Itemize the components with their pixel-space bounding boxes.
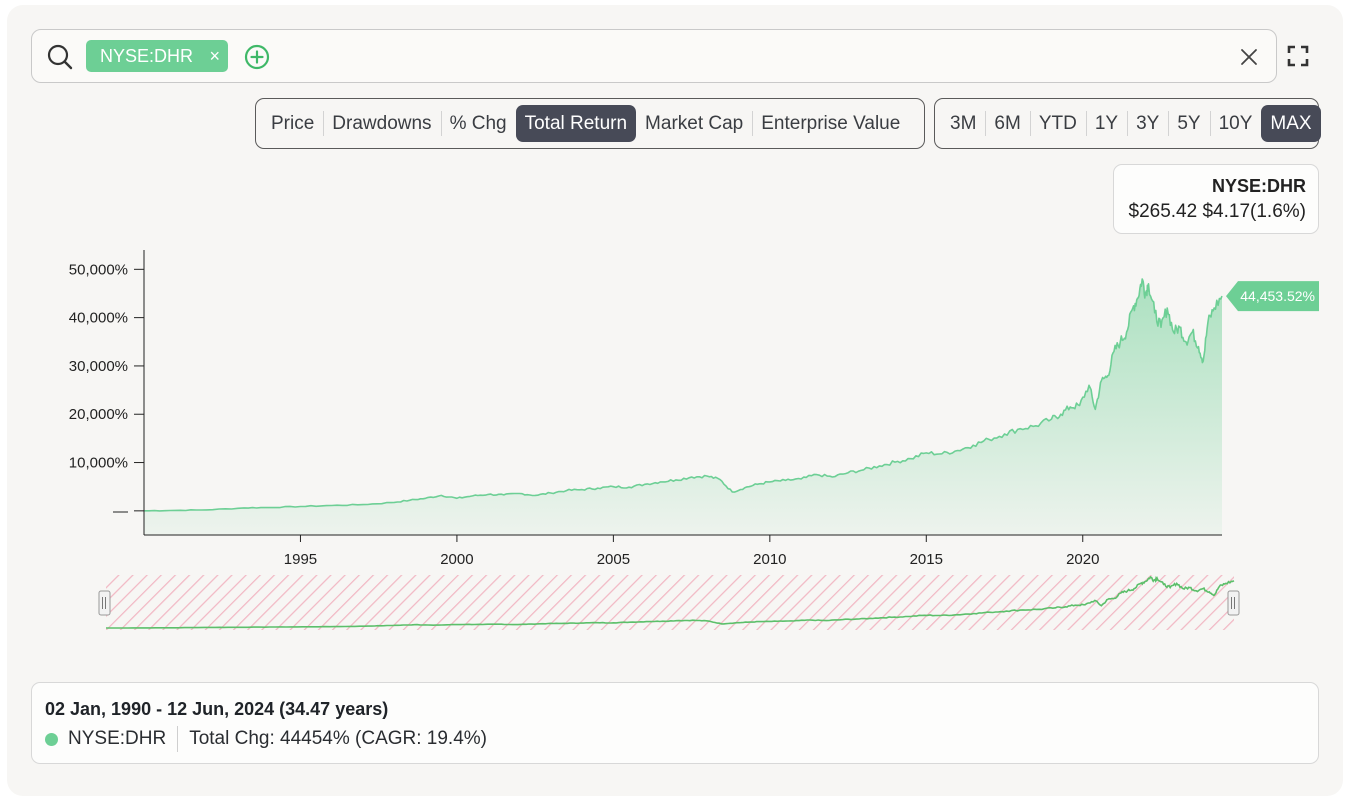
metric-selector: Price Drawdowns% Chg Total Return Market Ca… (255, 98, 925, 149)
y-tick-label: 30,000% (69, 358, 128, 375)
y-tick-label: 40,000% (69, 310, 128, 327)
range-5y[interactable]: 5Y (1168, 105, 1209, 142)
tab-market-cap[interactable]: Market Cap (645, 113, 744, 134)
y-tick-label: — (113, 503, 128, 520)
tab-chg[interactable]: % Chg (440, 105, 516, 142)
last-value-label: 44,453.52% (1240, 288, 1315, 304)
last-value-flag (1226, 281, 1319, 312)
summary-series-row: NYSE:DHR Total Chg: 44454% (CAGR: 19.4%) (45, 726, 487, 752)
x-tick-label: 2020 (1066, 551, 1099, 568)
x-axis: 1995 2000 2005 2010 2015 2020 (144, 534, 1222, 568)
range-max[interactable]: MAX (1261, 105, 1321, 142)
range-10y[interactable]: 10Y (1209, 105, 1262, 142)
fullscreen-icon[interactable] (1286, 44, 1310, 68)
summary-panel: 02 Jan, 1990 - 12 Jun, 2024 (34.47 years… (31, 682, 1319, 764)
range-3y[interactable]: 3Y (1127, 105, 1168, 142)
tab-drawdowns[interactable]: Drawdowns (323, 105, 440, 142)
range-3m[interactable]: 3M (950, 113, 977, 134)
ticker-chip-label: NYSE:DHR (100, 46, 194, 66)
x-tick-label: 2015 (910, 551, 943, 568)
navigator-series-line (106, 575, 1235, 629)
legend-values: $265.42 $4.17(1.6%) (1114, 197, 1306, 227)
legend-price: $265.42 (1128, 201, 1198, 222)
close-icon[interactable] (1238, 46, 1260, 68)
summary-ticker: NYSE:DHR (68, 728, 167, 749)
series-line (144, 278, 1223, 512)
total-return-chart[interactable]: 44,453.52% — 10,000% 20,000% 30,000% 40,000%… (0, 0, 1358, 680)
y-axis: — 10,000% 20,000% 30,000% 40,000% 50,000% (69, 250, 145, 535)
remove-ticker-icon[interactable]: × (209, 46, 220, 66)
legend-ticker: NYSE:DHR (1211, 176, 1306, 196)
range-ytd[interactable]: YTD (1029, 105, 1086, 142)
date-range-text: 02 Jan, 1990 - 12 Jun, 2024 (34.47 years… (45, 699, 389, 719)
x-tick-label: 2000 (440, 551, 473, 568)
y-tick-label: 20,000% (69, 406, 128, 423)
symbol-search-bar[interactable]: NYSE:DHR × (31, 29, 1277, 83)
navigator-right-handle[interactable] (1227, 590, 1240, 616)
navigator-left-handle[interactable] (98, 590, 111, 616)
range-1y[interactable]: 1Y (1085, 105, 1127, 142)
legend-tooltip: NYSE:DHR $265.42 $4.17(1.6%) (1113, 164, 1319, 234)
summary-total-change: Total Chg: 44454% (CAGR: 19.4%) (189, 728, 487, 749)
tab-price[interactable]: Price (271, 113, 315, 134)
legend-change: $4.17(1.6%) (1202, 201, 1306, 222)
plus-circle-icon[interactable] (244, 44, 270, 70)
series-area-fill (144, 279, 1222, 535)
ticker-chip[interactable]: NYSE:DHR × (86, 40, 228, 72)
tab-enterprise-value[interactable]: Enterprise Value (752, 105, 909, 142)
x-tick-label: 2005 (597, 551, 630, 568)
range-navigator[interactable] (98, 575, 1240, 630)
y-tick-label: 10,000% (69, 455, 128, 472)
divider (177, 726, 179, 752)
y-tick-label: 50,000% (69, 261, 128, 278)
range-selector: 3M 6M YTD 1Y 3Y 5Y 10Y MAX (934, 98, 1321, 149)
series-color-dot (45, 732, 58, 746)
range-6m[interactable]: 6M (985, 105, 1029, 142)
x-tick-label: 2010 (753, 551, 786, 568)
tab-total-return[interactable]: Total Return (515, 105, 637, 142)
search-icon (47, 44, 73, 70)
plot-area: 44,453.52% (144, 278, 1319, 535)
x-tick-label: 1995 (284, 551, 317, 568)
